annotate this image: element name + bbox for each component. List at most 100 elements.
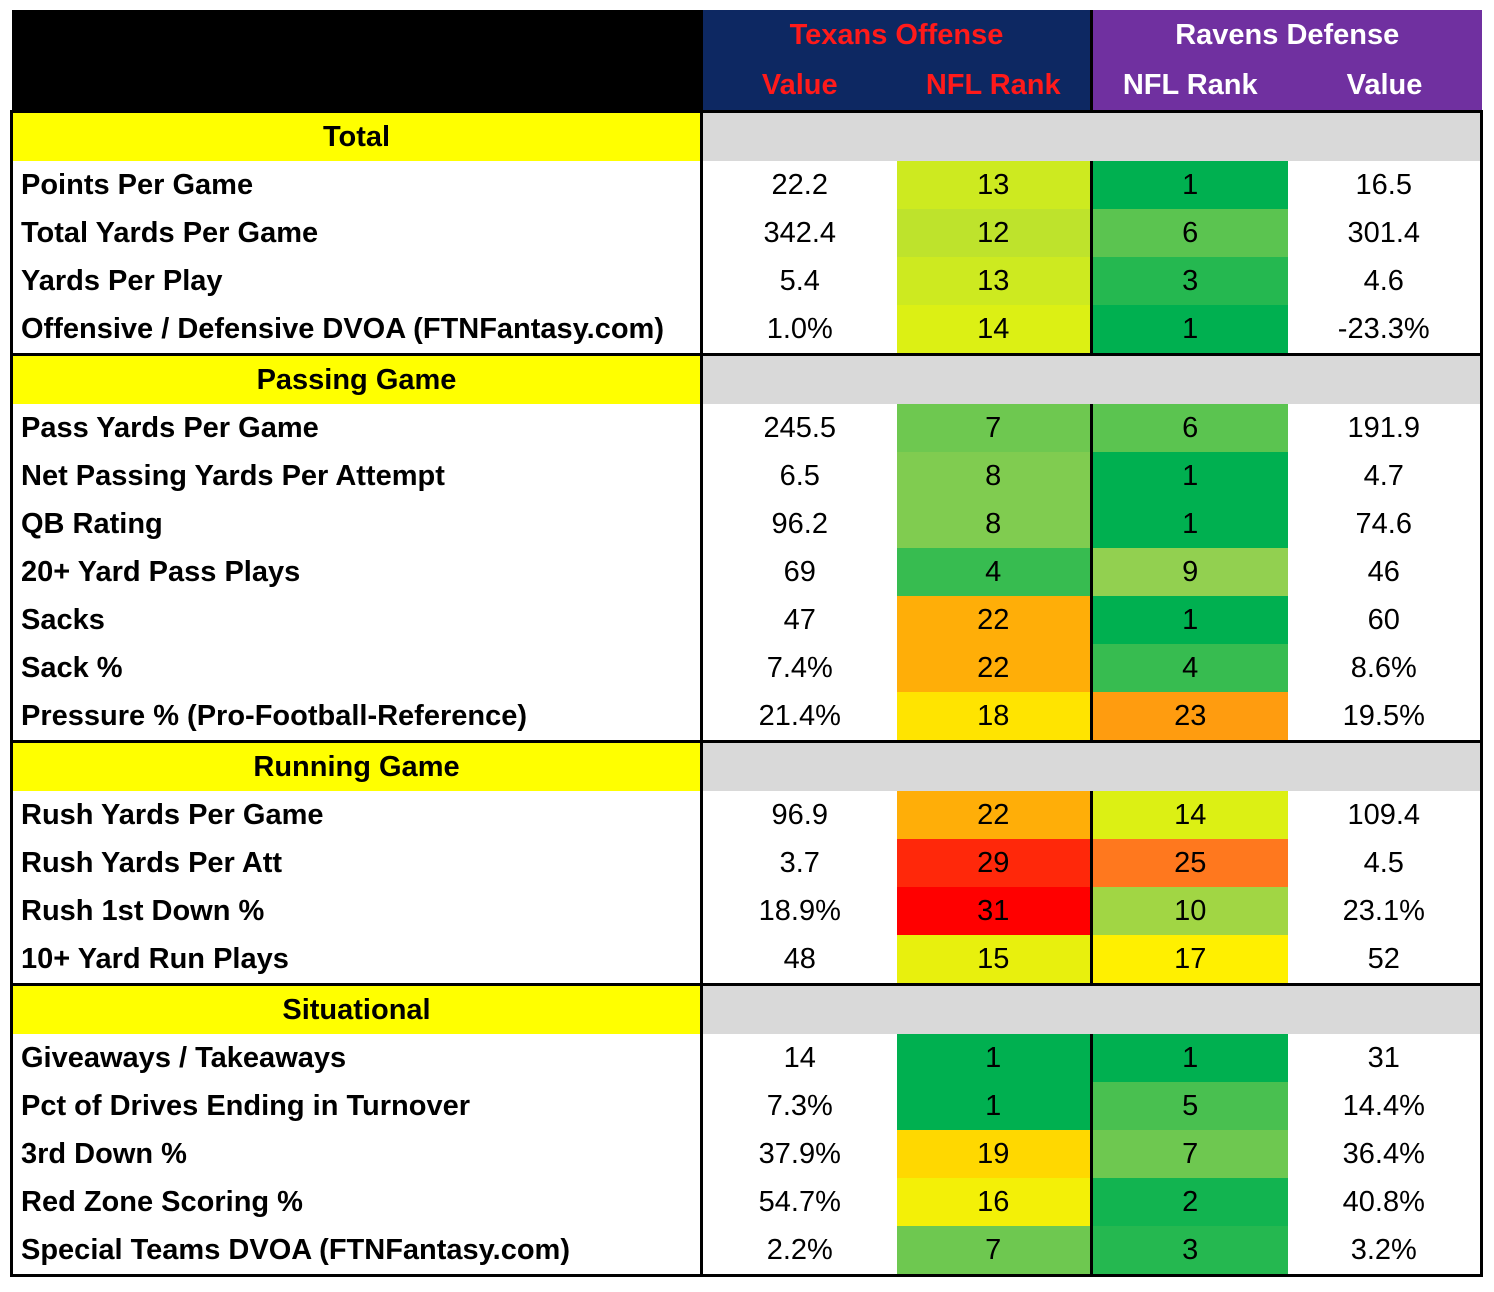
defense-rank: 17 [1090, 935, 1288, 985]
offense-rank: 4 [896, 548, 1092, 596]
offense-value: 5.4 [700, 257, 897, 305]
offense-rank: 8 [896, 500, 1092, 548]
stat-label: Rush Yards Per Att [10, 839, 702, 887]
section-fill [700, 110, 1483, 161]
offense-rank: 29 [896, 839, 1092, 887]
defense-value: 16.5 [1287, 161, 1483, 209]
stat-label: Total Yards Per Game [10, 209, 702, 257]
defense-rank: 1 [1090, 305, 1288, 355]
stat-label: Giveaways / Takeaways [10, 1034, 702, 1082]
defense-rank: 5 [1090, 1082, 1288, 1130]
offense-rank: 19 [896, 1130, 1092, 1178]
defense-value: 4.6 [1287, 257, 1483, 305]
defense-value: 60 [1287, 596, 1483, 644]
offense-value: 7.4% [700, 644, 897, 692]
offense-value: 47 [700, 596, 897, 644]
table-row: Red Zone Scoring % 54.7% 16 2 40.8% [10, 1178, 1483, 1226]
offense-rank: 13 [896, 161, 1092, 209]
defense-value: -23.3% [1287, 305, 1483, 355]
section-fill [700, 983, 1483, 1034]
offense-value: 21.4% [700, 692, 897, 742]
offense-rank: 31 [896, 887, 1092, 935]
offense-value: 54.7% [700, 1178, 897, 1226]
stat-label: Pressure % (Pro-Football-Reference) [10, 692, 702, 742]
defense-rank: 25 [1090, 839, 1288, 887]
stat-label: Net Passing Yards Per Attempt [10, 452, 702, 500]
table-row: Special Teams DVOA (FTNFantasy.com) 2.2% 7… [10, 1226, 1483, 1277]
offense-value: 14 [700, 1034, 897, 1082]
stat-label: QB Rating [10, 500, 702, 548]
stat-label: Offensive / Defensive DVOA (FTNFantasy.c… [10, 305, 702, 355]
offense-value: 2.2% [700, 1226, 897, 1277]
defense-value: 301.4 [1287, 209, 1483, 257]
table-row: Offensive / Defensive DVOA (FTNFantasy.c… [10, 305, 1483, 355]
table-row: Rush Yards Per Game 96.9 22 14 109.4 [10, 791, 1483, 839]
defense-rank: 6 [1090, 209, 1288, 257]
defense-rank: 1 [1090, 161, 1288, 209]
offense-value: 96.2 [700, 500, 897, 548]
offense-value: 22.2 [700, 161, 897, 209]
defense-rank: 3 [1090, 257, 1288, 305]
offense-rank: 22 [896, 791, 1092, 839]
defense-rank-header: NFL Rank [1090, 60, 1288, 112]
table-row: Giveaways / Takeaways 14 1 1 31 [10, 1034, 1483, 1082]
table-row: Rush 1st Down % 18.9% 31 10 23.1% [10, 887, 1483, 935]
defense-value: 36.4% [1287, 1130, 1483, 1178]
stat-label: Pass Yards Per Game [10, 404, 702, 452]
stat-label: Points Per Game [10, 161, 702, 209]
defense-rank: 6 [1090, 404, 1288, 452]
table-row: 10+ Yard Run Plays 48 15 17 52 [10, 935, 1483, 985]
section-fill [700, 740, 1483, 791]
table-row: Total Yards Per Game 342.4 12 6 301.4 [10, 209, 1483, 257]
defense-value: 31 [1287, 1034, 1483, 1082]
offense-rank: 1 [896, 1082, 1092, 1130]
defense-value: 8.6% [1287, 644, 1483, 692]
defense-rank: 3 [1090, 1226, 1288, 1277]
table-row: Pass Yards Per Game 245.5 7 6 191.9 [10, 404, 1483, 452]
offense-value: 3.7 [700, 839, 897, 887]
table-row: Pct of Drives Ending in Turnover 7.3% 1 5 14… [10, 1082, 1483, 1130]
stat-label: Red Zone Scoring % [10, 1178, 702, 1226]
defense-rank: 1 [1090, 596, 1288, 644]
section-fill [700, 353, 1483, 404]
stat-label: Sacks [10, 596, 702, 644]
defense-value: 40.8% [1287, 1178, 1483, 1226]
offense-value: 18.9% [700, 887, 897, 935]
defense-rank: 7 [1090, 1130, 1288, 1178]
offense-team-header: Texans Offense [700, 10, 1092, 60]
defense-value: 46 [1287, 548, 1483, 596]
section-header-row: Situational [10, 983, 1483, 1034]
defense-rank: 1 [1090, 452, 1288, 500]
section-header-row: Running Game [10, 740, 1483, 791]
table-row: 20+ Yard Pass Plays 69 4 9 46 [10, 548, 1483, 596]
defense-rank: 4 [1090, 644, 1288, 692]
offense-rank: 12 [896, 209, 1092, 257]
table-row: Yards Per Play 5.4 13 3 4.6 [10, 257, 1483, 305]
defense-value: 23.1% [1287, 887, 1483, 935]
offense-rank: 18 [896, 692, 1092, 742]
table-row: Sacks 47 22 1 60 [10, 596, 1483, 644]
offense-value: 6.5 [700, 452, 897, 500]
header-blank-cell [11, 60, 702, 112]
defense-value: 191.9 [1287, 404, 1483, 452]
table-row: QB Rating 96.2 8 1 74.6 [10, 500, 1483, 548]
table-row: Rush Yards Per Att 3.7 29 25 4.5 [10, 839, 1483, 887]
matchup-table: Texans Offense Ravens Defense Value NFL … [10, 10, 1483, 1277]
stat-label: 3rd Down % [10, 1130, 702, 1178]
defense-team-header: Ravens Defense [1090, 10, 1482, 60]
section-header-row: Passing Game [10, 353, 1483, 404]
section-title: Running Game [10, 740, 702, 791]
header-blank-cell [11, 10, 702, 60]
offense-rank: 22 [896, 596, 1092, 644]
offense-rank: 15 [896, 935, 1092, 985]
stat-label: 20+ Yard Pass Plays [10, 548, 702, 596]
defense-value: 19.5% [1287, 692, 1483, 742]
defense-rank: 1 [1090, 500, 1288, 548]
stat-label: Special Teams DVOA (FTNFantasy.com) [10, 1226, 702, 1277]
defense-rank: 23 [1090, 692, 1288, 742]
offense-value: 96.9 [700, 791, 897, 839]
offense-rank: 14 [896, 305, 1092, 355]
stat-label: Yards Per Play [10, 257, 702, 305]
section-title: Passing Game [10, 353, 702, 404]
stat-label: Sack % [10, 644, 702, 692]
